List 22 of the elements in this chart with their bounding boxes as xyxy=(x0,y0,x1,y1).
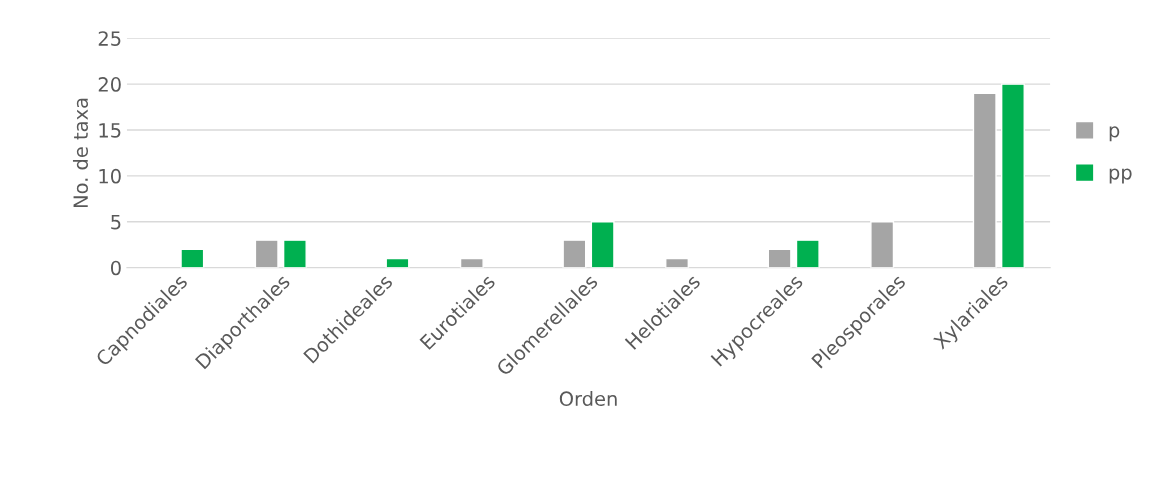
bar xyxy=(254,239,279,268)
bar xyxy=(767,248,792,268)
legend-label: pp xyxy=(1109,168,1132,184)
y-tick-label: 20 xyxy=(98,77,121,92)
y-tick-label: 10 xyxy=(99,168,121,184)
bar xyxy=(562,239,587,268)
bar xyxy=(180,248,205,268)
y-tick-label: 5 xyxy=(111,215,121,230)
bar xyxy=(972,92,997,268)
y-axis-title: No. de taxa xyxy=(72,98,89,208)
x-axis-title: Orden xyxy=(559,391,617,407)
bar xyxy=(870,221,895,268)
bar xyxy=(282,239,307,268)
bar xyxy=(795,239,820,268)
bar xyxy=(1000,83,1025,268)
y-tick-label: 15 xyxy=(99,123,121,138)
y-tick-label: 0 xyxy=(110,260,121,276)
bar xyxy=(590,221,615,268)
bar xyxy=(665,257,689,268)
bar xyxy=(459,257,484,268)
legend-label: p xyxy=(1109,126,1120,142)
y-tick-label: 25 xyxy=(98,31,121,46)
